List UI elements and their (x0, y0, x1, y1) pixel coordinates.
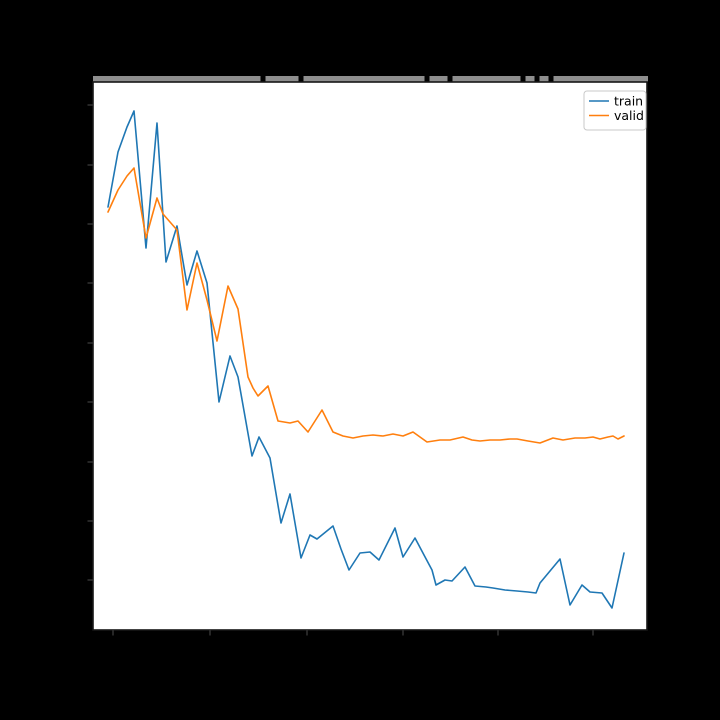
title-strip-notch (424, 76, 430, 82)
title-strip-notch (534, 76, 540, 82)
series-lines (107, 110, 625, 609)
title-strip-notch (548, 76, 554, 82)
clipped-title-strip (93, 76, 648, 82)
series-line-valid (107, 167, 625, 444)
series-line-train (107, 110, 625, 609)
legend-label-train: train (614, 94, 643, 109)
plot-area (92, 81, 648, 631)
legend-label-valid: valid (614, 108, 644, 123)
title-strip-notch (447, 76, 453, 82)
title-strip-bar (93, 76, 648, 82)
title-strip-notch (260, 76, 266, 82)
axis-ticks (87, 104, 594, 636)
legend[interactable]: train valid (583, 90, 647, 131)
title-strip-notch (298, 76, 304, 82)
title-strip-notch (520, 76, 526, 82)
